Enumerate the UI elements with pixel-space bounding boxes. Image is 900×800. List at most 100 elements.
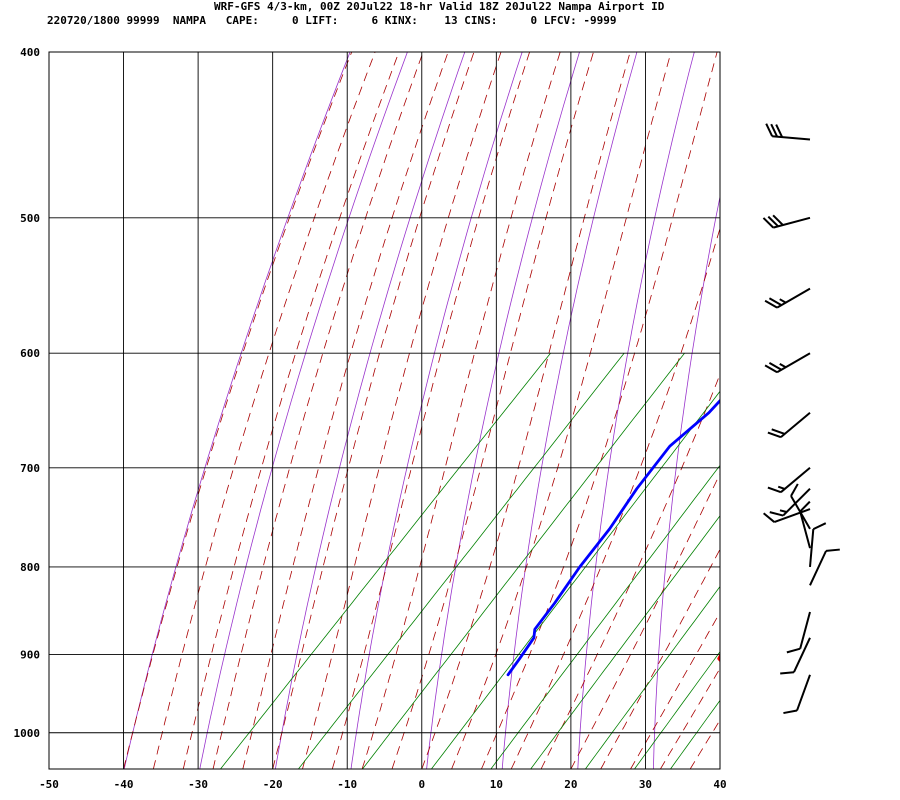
temperature-tick-label: 10	[490, 778, 503, 791]
temperature-tick-label: -20	[263, 778, 283, 791]
wind-barb	[767, 411, 811, 439]
wind-barb	[763, 508, 811, 523]
wind-barb-staff	[809, 550, 827, 586]
temperature-tick-label: -30	[188, 778, 208, 791]
mixing-ratio-line	[220, 352, 551, 769]
wind-barb-staff	[773, 508, 811, 523]
wind-barb	[765, 123, 811, 141]
moist-adiabat	[780, 14, 900, 769]
wind-barb-feather	[779, 298, 787, 304]
dry-adiabat	[577, 52, 695, 769]
moist-adiabat	[481, 52, 718, 769]
moist-adiabat	[391, 52, 594, 769]
moist-adiabat	[153, 52, 376, 769]
chart-header: WRF-GFS 4/3-km, 00Z 20Jul22 18-hr Valid …	[0, 0, 900, 30]
wind-barb-feather	[770, 123, 779, 138]
wind-barb-feather	[765, 123, 774, 137]
temperature-tick-label: 20	[564, 778, 577, 791]
mixing-ratio-line	[431, 390, 720, 769]
wind-barb-feather	[825, 548, 840, 552]
wind-barb-staff	[772, 135, 811, 141]
wind-barb-staff	[799, 511, 811, 549]
pressure-tick-label: 900	[20, 648, 40, 661]
pressure-tick-label: 600	[20, 347, 40, 360]
wind-barb-feather	[780, 671, 795, 675]
wind-barb-feather	[769, 511, 784, 517]
wind-barb-feather	[767, 486, 782, 494]
dry-adiabat	[275, 52, 466, 769]
mixing-ratio-line	[298, 352, 625, 769]
wind-barb-feather	[767, 215, 779, 228]
mixing-ratio-line	[670, 699, 720, 769]
moist-adiabat	[331, 52, 531, 769]
moist-adiabat	[212, 52, 424, 769]
wind-barb	[764, 352, 811, 374]
moist-adiabat	[689, 719, 720, 769]
wind-barb	[809, 548, 840, 586]
mixing-ratio-line	[634, 651, 720, 769]
temperature-tick-label: -40	[114, 778, 134, 791]
dry-adiabat	[501, 52, 638, 769]
wind-barb-feather	[812, 522, 827, 531]
wind-barb	[780, 637, 811, 675]
wind-barb	[799, 500, 811, 549]
temperature-tick-label: 30	[639, 778, 652, 791]
isotherm-grid	[49, 52, 720, 769]
moist-adiabat	[630, 611, 720, 769]
moist-adiabat	[510, 227, 720, 769]
wind-barb-feather	[767, 431, 782, 439]
moist-adiabat	[123, 52, 353, 769]
wind-barbs	[762, 123, 840, 715]
moist-adiabat	[242, 52, 449, 769]
moist-adiabat	[719, 768, 720, 769]
wind-barb-feather	[762, 217, 774, 229]
wind-barb-feather	[786, 647, 801, 654]
wind-barb-feather	[764, 364, 778, 374]
temperature-tick-label: 40	[713, 778, 726, 791]
wind-barb-feather	[779, 509, 787, 513]
wind-barb-feather	[779, 362, 787, 369]
wind-barb	[809, 522, 827, 568]
wind-barb-feather	[790, 483, 799, 497]
wind-barb-feather	[771, 428, 786, 435]
temperature-tick-label: -10	[337, 778, 357, 791]
mixing-ratio-line	[362, 352, 685, 769]
wind-barb-feather	[772, 214, 784, 226]
wind-barb-feather	[775, 124, 784, 138]
wind-barb-staff	[793, 637, 811, 673]
pressure-tick-label: 1000	[14, 727, 41, 740]
moist-adiabat	[302, 52, 502, 769]
moist-adiabat	[361, 52, 561, 769]
dry-adiabat	[350, 52, 523, 769]
wind-barb	[767, 466, 811, 494]
moist-adiabat	[570, 472, 720, 769]
wind-barb-staff	[782, 487, 811, 517]
sounding-indices: 220720/1800 99999 NAMPA CAPE: 0 LIFT: 6 …	[47, 14, 617, 27]
mixing-ratio-line	[585, 585, 720, 769]
wind-barb-feather	[763, 512, 775, 523]
pressure-tick-label: 800	[20, 561, 40, 574]
wind-barb-staff	[809, 529, 815, 568]
temperature-axis-labels: -50 -40 -30 -20 -10 0 10 20 30 40	[39, 778, 727, 791]
wind-barb-staff	[776, 287, 811, 309]
moist-adiabat	[182, 52, 400, 769]
sounding-traces	[506, 398, 720, 677]
temperature-tick-label: 0	[418, 778, 425, 791]
wind-barb	[783, 674, 811, 715]
wind-barb	[786, 611, 811, 654]
pressure-tick-label: 400	[20, 46, 40, 59]
moist-adiabat	[660, 667, 720, 769]
wind-barb	[762, 214, 811, 229]
dry-adiabat	[123, 52, 351, 769]
wind-barb-staff	[773, 216, 811, 229]
wind-barb	[769, 487, 811, 517]
dry-adiabat	[426, 52, 580, 769]
dry-adiabat	[803, 14, 874, 769]
wind-barb-staff	[780, 411, 811, 438]
wind-barb-feather	[799, 500, 811, 513]
wind-barb-staff	[796, 674, 811, 711]
pressure-tick-label: 700	[20, 462, 40, 475]
wind-barb-feather	[783, 709, 798, 715]
wind-barb-feather	[777, 485, 786, 490]
dry-adiabat	[199, 52, 408, 769]
